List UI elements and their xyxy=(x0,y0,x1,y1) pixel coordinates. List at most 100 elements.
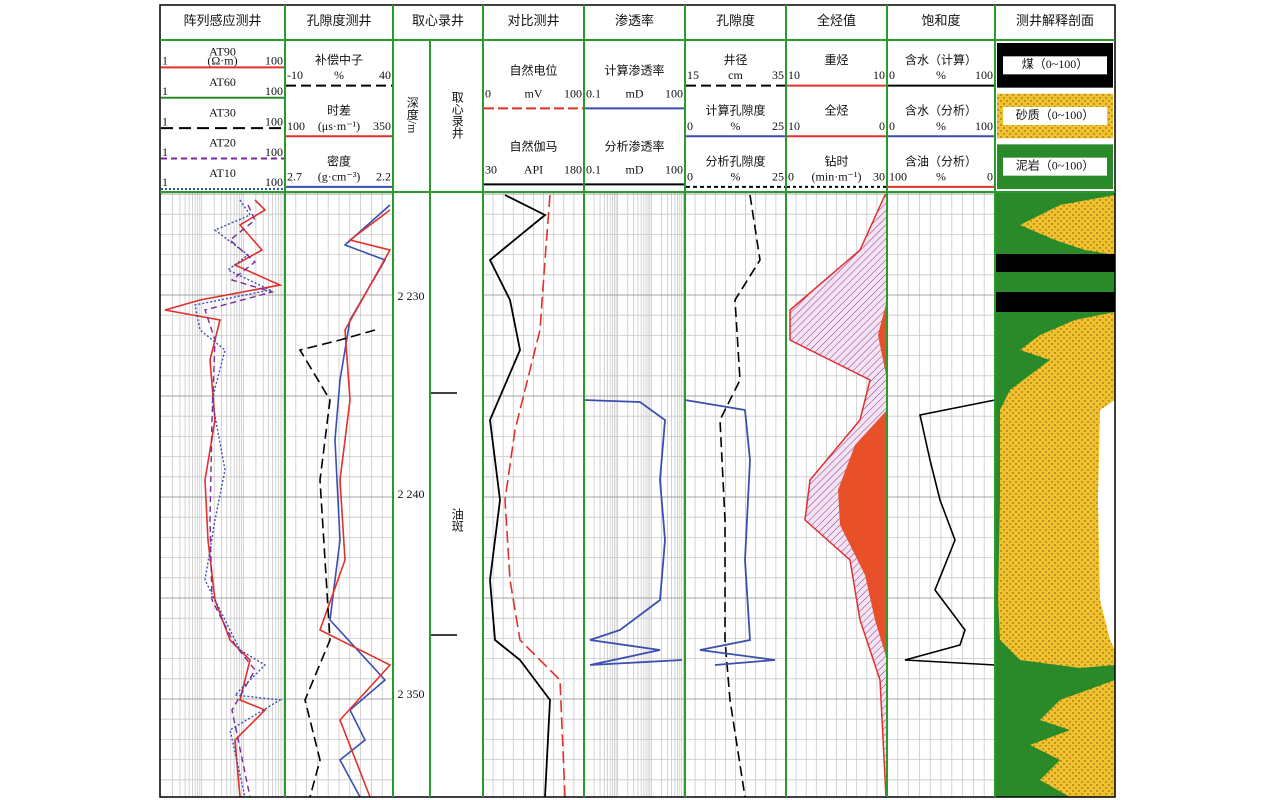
legend-name: 计算渗透率 xyxy=(604,63,664,78)
sw-curve xyxy=(904,399,996,666)
depth-label: 2 350 xyxy=(398,687,425,701)
perm-curve xyxy=(583,399,683,666)
track-title: 测井解释剖面 xyxy=(1016,13,1094,28)
scale-left: 0.1 xyxy=(586,86,601,100)
legend-name: 时差 xyxy=(327,104,351,118)
track-title: 取心录井 xyxy=(412,13,464,28)
label-box xyxy=(1003,56,1107,75)
scale-right: 100 xyxy=(265,114,283,128)
track-title: 渗透率 xyxy=(615,13,654,28)
scale-unit: % xyxy=(936,170,946,184)
legend-name: AT90 xyxy=(209,45,236,59)
legend-name: 煤（0~100） xyxy=(1022,57,1089,71)
scale-left: 0 xyxy=(788,170,794,184)
legend-name: 井径 xyxy=(723,53,747,67)
depth-label: 2 240 xyxy=(398,487,425,501)
scale-right: 30 xyxy=(873,170,885,184)
scale-right: 100 xyxy=(265,145,283,159)
scale-left: 100 xyxy=(889,170,907,184)
legend-name: 含油（分析） xyxy=(905,153,977,168)
sp-curve xyxy=(504,194,566,798)
legend-name: 自然电位 xyxy=(509,63,557,78)
legend-name: 含水（计算） xyxy=(905,52,977,67)
sand-fill xyxy=(998,312,1115,668)
scale-right: 0 xyxy=(879,119,885,133)
scale-unit: % xyxy=(731,119,741,133)
at10-curve xyxy=(194,199,283,798)
scale-right: 100 xyxy=(265,84,283,98)
scale-unit: mD xyxy=(626,86,644,100)
scale-left: 0 xyxy=(889,68,895,82)
scale-right: 100 xyxy=(265,175,283,189)
legend-name: 钻时 xyxy=(824,153,848,168)
porosity-curve xyxy=(684,399,776,666)
scale-left: 1 xyxy=(162,145,168,159)
legend-name: 分析孔隙度 xyxy=(705,153,765,168)
scale-right: 100 xyxy=(975,68,993,82)
caliper-curve xyxy=(719,194,761,798)
scale-left: 2.7 xyxy=(287,170,302,184)
scale-left: 1 xyxy=(162,175,168,189)
scale-left: 10 xyxy=(788,119,800,133)
scale-left: 15 xyxy=(687,68,699,82)
scale-unit: % xyxy=(334,68,344,82)
gr-curve xyxy=(488,194,551,798)
scale-unit: (min·m⁻¹) xyxy=(812,170,862,184)
legend-name: 全烃 xyxy=(824,103,848,118)
scale-unit: cm xyxy=(728,68,743,82)
track-title: 阵列感应测井 xyxy=(183,13,261,28)
legend-name: 重烃 xyxy=(824,53,848,67)
scale-left: 0 xyxy=(687,170,693,184)
scale-left: 30 xyxy=(485,162,497,176)
core-label: 油斑 xyxy=(450,508,464,533)
scale-left: 100 xyxy=(287,119,305,133)
scale-right: 25 xyxy=(772,170,784,184)
track-title: 对比测井 xyxy=(507,13,559,28)
scale-unit: % xyxy=(936,119,946,133)
scale-unit: (Ω·m) xyxy=(207,54,237,68)
legend-name: 含水（分析） xyxy=(905,103,977,118)
coal-band xyxy=(995,292,1115,312)
scale-left: 10 xyxy=(788,68,800,82)
scale-right: 100 xyxy=(665,162,683,176)
at20-curve xyxy=(204,204,275,798)
white-fill xyxy=(1098,400,1115,650)
scale-right: 40 xyxy=(379,68,391,82)
scale-right: 10 xyxy=(873,68,885,82)
scale-left: 0 xyxy=(485,86,491,100)
grid xyxy=(159,192,995,797)
label-box xyxy=(1003,157,1107,176)
scale-right: 100 xyxy=(975,119,993,133)
scale-unit: mD xyxy=(626,162,644,176)
scale-left: 1 xyxy=(162,84,168,98)
label-box xyxy=(1003,107,1107,125)
track-title: 饱和度 xyxy=(921,13,960,28)
legend-name: 密度 xyxy=(327,153,351,168)
legend-name: AT60 xyxy=(209,75,236,89)
legend-name: 泥岩（0~100） xyxy=(1016,157,1095,172)
depth-label: 2 230 xyxy=(398,289,425,303)
legend-name: AT20 xyxy=(209,136,236,150)
scale-left: 0 xyxy=(687,119,693,133)
core-title: 取心录井 xyxy=(450,91,464,140)
legend-name: 补偿中子 xyxy=(315,52,363,67)
scale-right: 350 xyxy=(373,119,391,133)
track-title: 全烃值 xyxy=(817,13,856,28)
scale-unit: % xyxy=(936,68,946,82)
scale-unit: API xyxy=(524,162,543,176)
scale-right: 0 xyxy=(987,170,993,184)
scale-unit: mV xyxy=(525,86,543,100)
track-title: 孔隙度 xyxy=(716,13,755,28)
heavy-gas-fill xyxy=(838,300,887,660)
scale-left: 1 xyxy=(162,54,168,68)
legend-name: AT30 xyxy=(209,105,236,119)
scale-right: 100 xyxy=(265,54,283,68)
coal-band xyxy=(995,254,1115,272)
scale-right: 180 xyxy=(564,162,582,176)
scale-right: 25 xyxy=(772,119,784,133)
scale-unit: % xyxy=(731,170,741,184)
legend-name: 砂质（0~100） xyxy=(1016,108,1095,122)
legend-name: AT10 xyxy=(209,166,236,180)
scale-right: 35 xyxy=(772,68,784,82)
scale-left: 0 xyxy=(889,119,895,133)
